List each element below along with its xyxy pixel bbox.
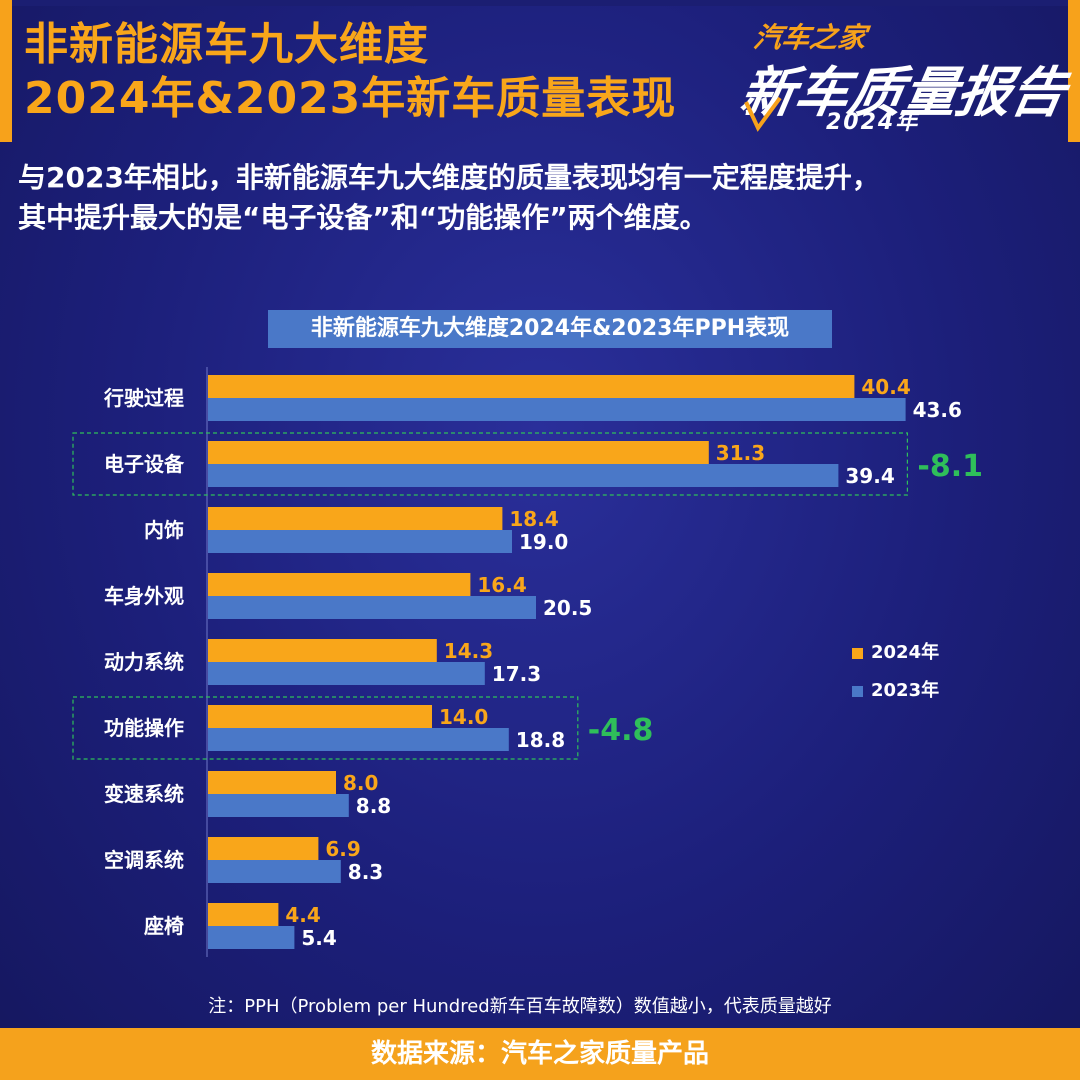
category-label: 内饰 <box>144 518 184 542</box>
bar-2024 <box>208 441 709 464</box>
category-label: 行驶过程 <box>103 386 184 410</box>
delta-label: -4.8 <box>588 713 654 748</box>
legend-swatch-2024 <box>852 647 863 659</box>
bar-2023 <box>208 794 349 817</box>
bar-2023 <box>208 728 509 751</box>
value-label-2023: 17.3 <box>492 662 541 686</box>
highlight-box <box>72 696 579 760</box>
top-bar <box>0 0 1080 6</box>
bar-2024 <box>208 903 279 926</box>
value-label-2023: 19.0 <box>519 530 568 554</box>
checkmark-icon <box>744 96 782 132</box>
summary-line1: 与2023年相比，非新能源车九大维度的质量表现均有一定程度提升， <box>18 161 880 194</box>
page-title-line2: 2024年&2023年新车质量表现 <box>24 73 677 124</box>
bar-2023 <box>208 596 536 619</box>
value-label-2024: 40.4 <box>861 375 910 399</box>
value-label-2023: 39.4 <box>845 464 894 488</box>
bar-2024 <box>208 573 471 596</box>
value-label-2023: 8.3 <box>348 860 383 884</box>
value-label-2024: 14.0 <box>439 705 488 729</box>
legend-label-2024: 2024年 <box>871 642 940 663</box>
right-accent-stripe <box>1068 0 1080 142</box>
bar-2024 <box>208 639 437 662</box>
legend-item-2023: 2023年 <box>852 676 939 702</box>
bar-2023 <box>208 860 341 883</box>
pph-footnote: 注：PPH（Problem per Hundred新车百车故障数）数值越小，代表… <box>208 996 832 1017</box>
value-label-2023: 20.5 <box>543 596 592 620</box>
value-label-2024: 16.4 <box>477 573 526 597</box>
legend-label-2023: 2023年 <box>871 680 940 701</box>
category-label: 座椅 <box>144 914 184 938</box>
category-label: 车身外观 <box>104 584 184 608</box>
value-label-2024: 4.4 <box>285 903 320 927</box>
bar-2024 <box>208 837 319 860</box>
logo-year-text: 2024年 <box>826 110 920 135</box>
bar-2023 <box>208 530 512 553</box>
value-label-2023: 8.8 <box>356 794 391 818</box>
category-label: 动力系统 <box>104 650 184 674</box>
value-label-2024: 8.0 <box>343 771 378 795</box>
data-source-bar: 数据来源：汽车之家质量产品 <box>0 1028 1080 1080</box>
bar-2024 <box>208 507 503 530</box>
value-label-2024: 6.9 <box>325 837 360 861</box>
legend-swatch-2023 <box>852 685 863 697</box>
legend-item-2024: 2024年 <box>852 638 939 664</box>
summary-line2: 其中提升最大的是“电子设备”和“功能操作”两个维度。 <box>18 201 708 234</box>
bar-2023 <box>208 464 839 487</box>
bar-2024 <box>208 375 855 398</box>
delta-label: -8.1 <box>917 449 983 484</box>
category-label: 变速系统 <box>104 782 184 806</box>
value-label-2023: 43.6 <box>913 398 962 422</box>
bar-2023 <box>208 398 906 421</box>
chart-title: 非新能源车九大维度2024年&2023年PPH表现 <box>268 310 832 348</box>
left-accent-stripe <box>0 0 12 142</box>
value-label-2023: 5.4 <box>301 926 336 950</box>
value-label-2023: 18.8 <box>516 728 565 752</box>
bar-2024 <box>208 705 432 728</box>
bar-2023 <box>208 926 295 949</box>
value-label-2024: 14.3 <box>444 639 493 663</box>
autohome-quality-report-logo: 汽车之家 新车质量报告 2024年 <box>736 10 1071 138</box>
category-label: 功能操作 <box>104 716 184 740</box>
category-label: 空调系统 <box>104 848 184 872</box>
bar-2023 <box>208 662 485 685</box>
page-title-line1: 非新能源车九大维度 <box>24 19 429 70</box>
value-label-2024: 18.4 <box>509 507 558 531</box>
value-label-2024: 31.3 <box>716 441 765 465</box>
bar-2024 <box>208 771 336 794</box>
category-label: 电子设备 <box>104 452 185 476</box>
